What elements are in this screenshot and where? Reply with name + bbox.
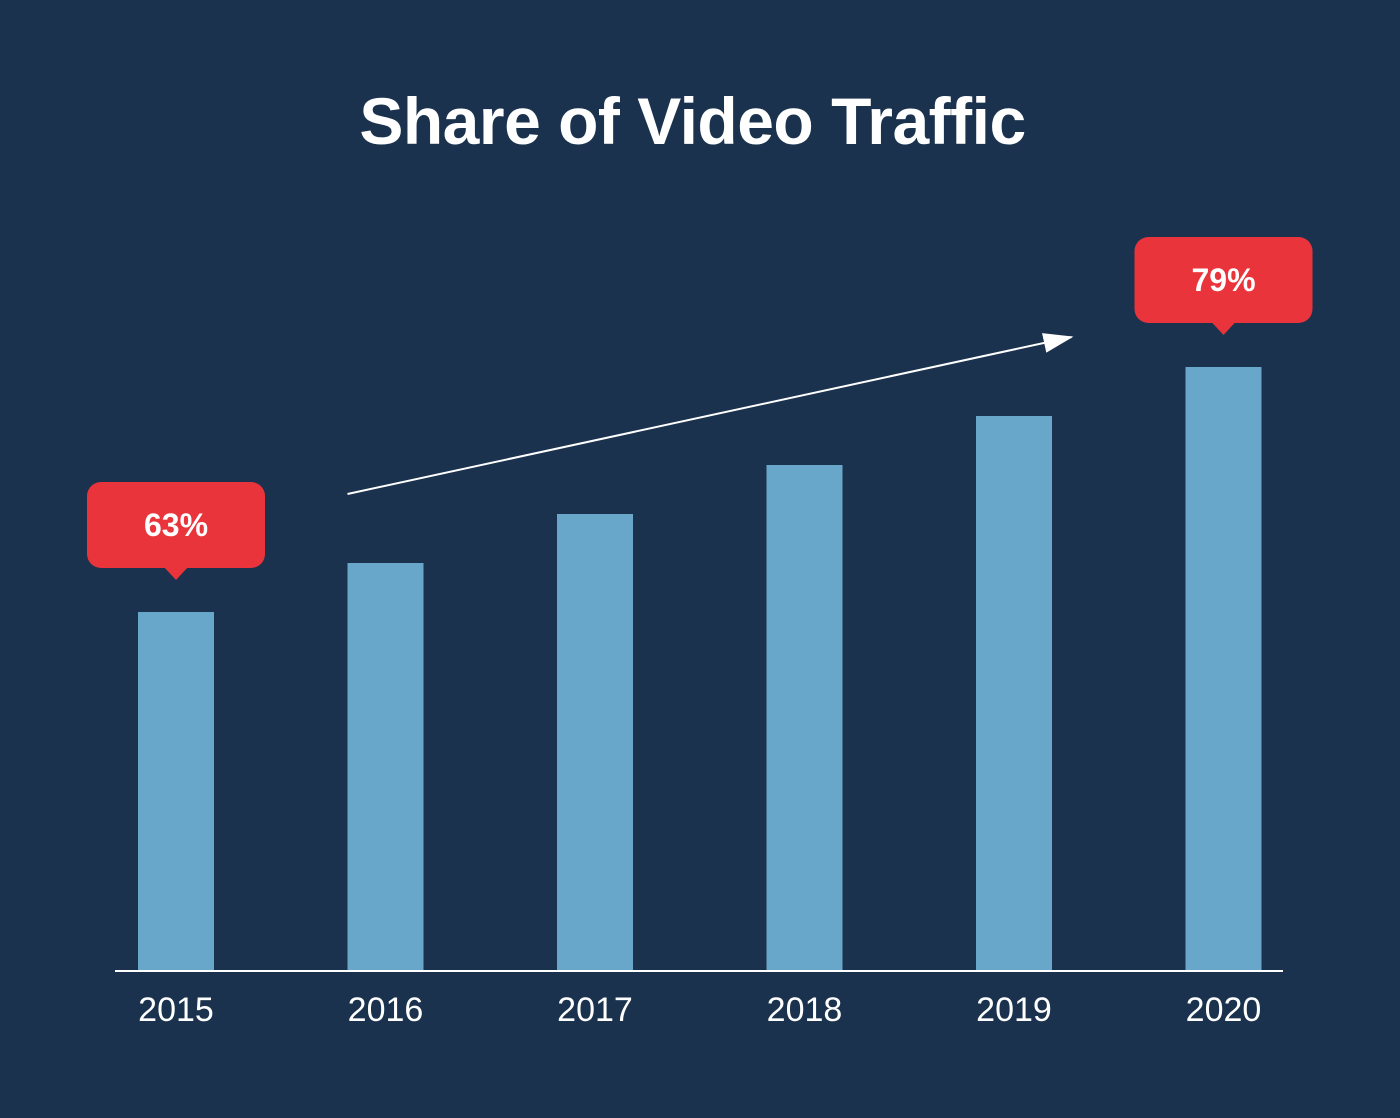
callout-2015: 63% <box>87 482 265 580</box>
bars-layer <box>138 367 1262 971</box>
bar-2015 <box>138 612 214 971</box>
trend-arrow <box>347 333 1074 495</box>
callout-label: 79% <box>1191 262 1255 298</box>
callout-pointer <box>1211 322 1236 335</box>
bar-2018 <box>766 465 843 971</box>
bar-2020 <box>1185 367 1262 971</box>
callout-box <box>87 482 265 568</box>
callout-label: 63% <box>144 507 208 543</box>
bar-2019 <box>976 416 1052 971</box>
x-tick-labels: 2015 2016 2017 2018 2019 2020 <box>138 991 1261 1029</box>
bar-2017 <box>557 514 633 971</box>
x-tick-label-2017: 2017 <box>557 991 633 1029</box>
bar-2016 <box>347 563 424 971</box>
x-tick-label-2018: 2018 <box>767 991 843 1029</box>
x-tick-label-2015: 2015 <box>138 991 214 1029</box>
x-tick-label-2020: 2020 <box>1186 991 1262 1029</box>
callout-pointer <box>164 567 188 580</box>
callout-box <box>1134 237 1313 323</box>
callouts-layer: 63% 79% <box>87 237 1313 580</box>
chart-title: Share of Video Traffic <box>359 84 1026 158</box>
x-tick-label-2019: 2019 <box>976 991 1052 1029</box>
callout-2020: 79% <box>1134 237 1313 335</box>
x-tick-label-2016: 2016 <box>348 991 424 1029</box>
